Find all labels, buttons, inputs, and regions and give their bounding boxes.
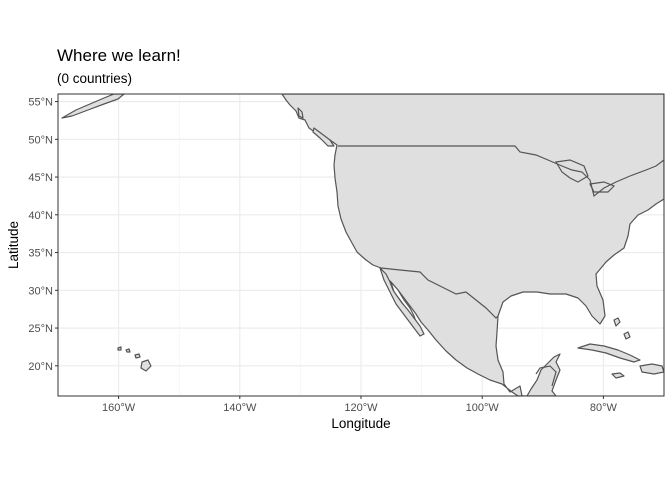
hawaii-maui bbox=[134, 353, 141, 359]
x-axis-title: Longitude bbox=[331, 416, 390, 431]
x-tick-label: 160°W bbox=[102, 402, 136, 414]
x-tick-label: 120°W bbox=[344, 402, 378, 414]
y-tick-label: 30°N bbox=[28, 285, 53, 297]
hawaii-big-island bbox=[140, 359, 152, 372]
x-tick-label: 100°W bbox=[466, 402, 500, 414]
cuba bbox=[577, 343, 641, 363]
y-tick-label: 20°N bbox=[28, 361, 53, 373]
haida-gwaii bbox=[297, 107, 304, 119]
y-tick-label: 55°N bbox=[28, 97, 53, 109]
y-axis-title: Latitude bbox=[6, 221, 21, 269]
y-tick-label: 40°N bbox=[28, 210, 53, 222]
jamaica bbox=[611, 372, 625, 379]
great-lakes-outline bbox=[555, 159, 616, 193]
y-tick-label: 45°N bbox=[28, 172, 53, 184]
us-mexico-border bbox=[380, 267, 499, 319]
y-tick-label: 25°N bbox=[28, 323, 53, 335]
us-canada-border bbox=[338, 145, 664, 198]
y-tick-label: 50°N bbox=[28, 134, 53, 146]
baja-california bbox=[379, 267, 425, 337]
hispaniola bbox=[639, 363, 664, 375]
central-america-outline bbox=[535, 365, 557, 387]
alaska-coast bbox=[61, 94, 125, 119]
y-axis-ticks: 20°N 25°N 30°N 35°N 40°N 45°N 50°N 55°N bbox=[28, 97, 58, 373]
x-axis-ticks: 160°W 140°W 120°W 100°W 80°W bbox=[102, 396, 618, 414]
x-tick-label: 80°W bbox=[590, 402, 618, 414]
hawaii-kauai bbox=[117, 346, 122, 351]
y-tick-label: 35°N bbox=[28, 248, 53, 260]
bahamas bbox=[613, 317, 631, 340]
x-tick-label: 140°W bbox=[223, 402, 257, 414]
vancouver-island bbox=[312, 127, 335, 147]
map-subtitle: (0 countries) bbox=[57, 71, 133, 86]
map-title: Where we learn! bbox=[57, 46, 181, 65]
north-america-landmass bbox=[281, 94, 664, 396]
hawaii-oahu bbox=[125, 348, 131, 353]
